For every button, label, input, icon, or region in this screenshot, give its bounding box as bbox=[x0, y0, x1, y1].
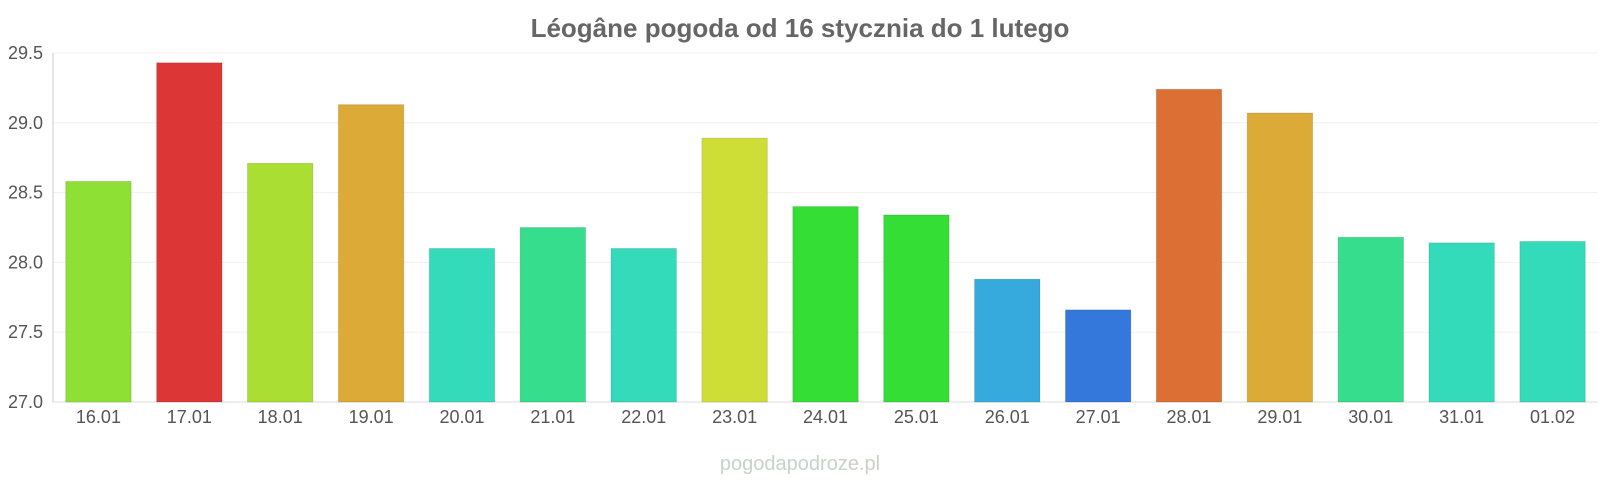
x-tick-label: 28.01 bbox=[1167, 407, 1212, 427]
x-tick-label: 01.02 bbox=[1530, 407, 1575, 427]
bar-18.01 bbox=[246, 162, 314, 403]
bar-24.01 bbox=[792, 206, 859, 403]
y-tick-label: 28.5 bbox=[8, 183, 43, 203]
y-tick-label: 28.0 bbox=[8, 252, 43, 272]
x-tick-label: 22.01 bbox=[621, 407, 666, 427]
x-tick-label: 29.01 bbox=[1257, 407, 1302, 427]
bar-26.01 bbox=[974, 278, 1041, 403]
y-tick-label: 29.0 bbox=[8, 113, 43, 133]
x-tick-label: 20.01 bbox=[439, 407, 484, 427]
x-tick-label: 16.01 bbox=[76, 407, 121, 427]
y-tick-label: 27.0 bbox=[8, 392, 43, 412]
y-axis: 27.0 27.5 28.0 28.5 29.0 29.5 bbox=[8, 43, 54, 412]
x-axis: 16.01 17.01 18.01 19.01 20.01 21.01 22.01 23.01… bbox=[76, 407, 1575, 427]
bar-27.01 bbox=[1064, 309, 1132, 403]
bar-19.01 bbox=[337, 104, 405, 403]
bar-28.01 bbox=[1155, 88, 1223, 403]
x-tick-label: 17.01 bbox=[167, 407, 212, 427]
x-tick-label: 18.01 bbox=[258, 407, 303, 427]
x-tick-label: 19.01 bbox=[349, 407, 394, 427]
watermark: pogodapodroze.pl bbox=[720, 453, 880, 475]
bar-31.01 bbox=[1428, 242, 1495, 403]
x-tick-label: 31.01 bbox=[1439, 407, 1484, 427]
x-tick-label: 24.01 bbox=[803, 407, 848, 427]
y-tick-label: 27.5 bbox=[8, 322, 43, 342]
bars bbox=[65, 62, 1586, 403]
bar-16.01 bbox=[65, 180, 132, 403]
x-tick-label: 27.01 bbox=[1076, 407, 1121, 427]
bar-29.01 bbox=[1246, 112, 1314, 403]
x-tick-label: 26.01 bbox=[985, 407, 1030, 427]
y-tick-label: 29.5 bbox=[8, 43, 43, 63]
chart-title: Léogâne pogoda od 16 stycznia do 1 luteg… bbox=[531, 13, 1070, 43]
bar-30.01 bbox=[1337, 236, 1405, 403]
x-tick-label: 21.01 bbox=[530, 407, 575, 427]
bar-01.02 bbox=[1519, 240, 1586, 403]
x-tick-label: 23.01 bbox=[712, 407, 757, 427]
bar-20.01 bbox=[428, 247, 496, 403]
bar-22.01 bbox=[610, 247, 677, 403]
bar-23.01 bbox=[701, 137, 768, 403]
bar-17.01 bbox=[156, 62, 223, 403]
bar-21.01 bbox=[519, 227, 587, 403]
x-tick-label: 25.01 bbox=[894, 407, 939, 427]
x-tick-label: 30.01 bbox=[1348, 407, 1393, 427]
bar-25.01 bbox=[883, 214, 950, 403]
